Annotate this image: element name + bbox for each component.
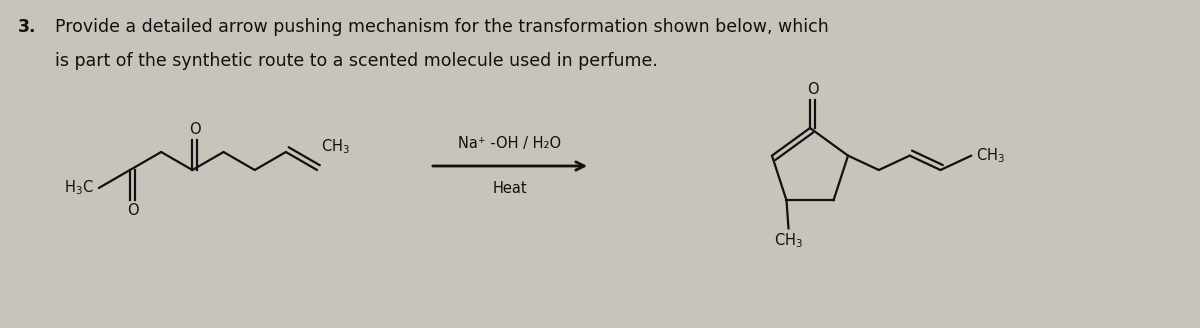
Text: Provide a detailed arrow pushing mechanism for the transformation shown below, w: Provide a detailed arrow pushing mechani… (55, 18, 829, 36)
Text: CH$_3$: CH$_3$ (977, 146, 1006, 165)
Text: CH$_3$: CH$_3$ (774, 231, 803, 250)
Text: H$_3$C: H$_3$C (65, 179, 94, 197)
Text: is part of the synthetic route to a scented molecule used in perfume.: is part of the synthetic route to a scen… (55, 52, 658, 70)
Text: Heat: Heat (493, 181, 527, 196)
Text: O: O (190, 122, 200, 137)
Text: Na⁺ -OH / H₂O: Na⁺ -OH / H₂O (458, 136, 562, 151)
Text: O: O (806, 82, 818, 97)
Text: CH$_3$: CH$_3$ (322, 137, 350, 156)
Text: O: O (127, 203, 138, 218)
Text: 3.: 3. (18, 18, 36, 36)
